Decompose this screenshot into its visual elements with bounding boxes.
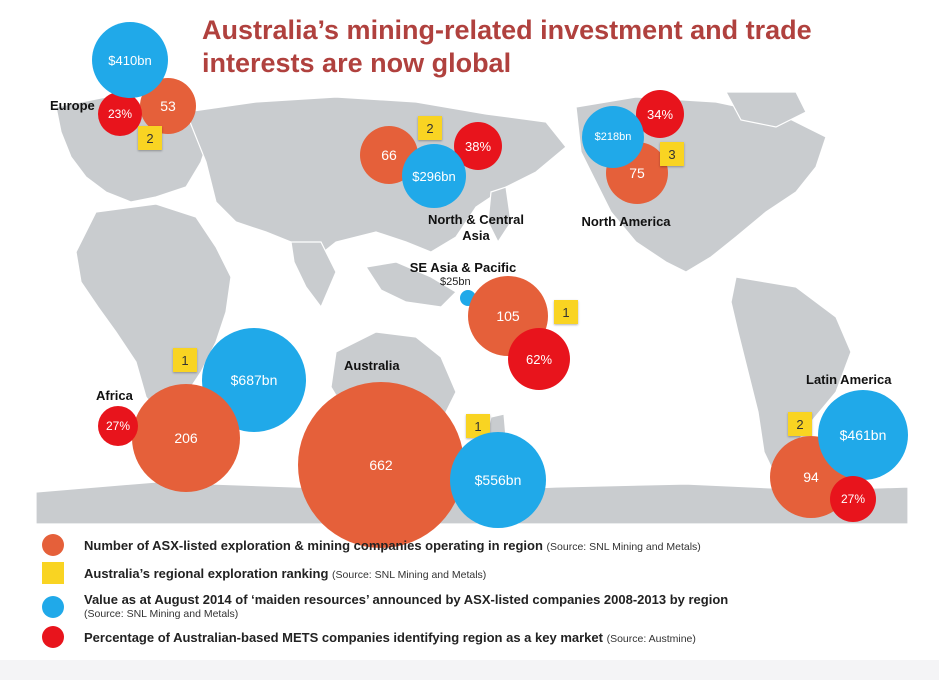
label-north-central-asia: North & Central Asia	[416, 212, 536, 244]
legend-value-marker	[42, 596, 64, 618]
title-line-1: Australia’s mining-related investment an…	[202, 15, 812, 45]
legend-item-rank: Australia’s regional exploration ranking…	[36, 562, 916, 586]
land-greenland	[725, 92, 807, 128]
europe-value-bubble: $410bn	[92, 22, 168, 98]
legend-item-count: Number of ASX-listed exploration & minin…	[36, 534, 916, 558]
label-se-asia-pacific: SE Asia & Pacific	[409, 260, 517, 275]
nca-rank-badge: 2	[418, 116, 442, 140]
legend-item-value: Value as at August 2014 of ‘maiden resou…	[36, 592, 916, 626]
legend-value-source: (Source: SNL Mining and Metals)	[84, 608, 239, 620]
legend-item-percent: Percentage of Australian-based METS comp…	[36, 626, 916, 650]
land-india	[290, 241, 337, 309]
sea-rank-badge: 1	[554, 300, 578, 324]
australia-value-bubble: $556bn	[450, 432, 546, 528]
land-japan	[487, 186, 512, 244]
africa-percent-bubble: 27%	[98, 406, 138, 446]
europe-percent-bubble: 23%	[98, 92, 142, 136]
legend-rank-row-text: Australia’s regional exploration ranking…	[84, 566, 486, 581]
latam-value-bubble: $461bn	[818, 390, 908, 480]
na-value-bubble: $218bn	[582, 106, 644, 168]
na-percent-bubble: 34%	[636, 90, 684, 138]
infographic-title: Australia’s mining-related investment an…	[202, 14, 902, 80]
sea-percent-bubble: 62%	[508, 328, 570, 390]
nca-label-line-1: North & Central	[427, 212, 525, 227]
latam-rank-badge: 2	[788, 412, 812, 436]
na-rank-badge: 3	[660, 142, 684, 166]
africa-rank-badge: 1	[173, 348, 197, 372]
label-europe: Europe	[50, 98, 95, 113]
legend-rank-text: Australia’s regional exploration ranking	[84, 566, 329, 581]
world-map: Europe 53 23% $410bn 2 2 66 38% $296bn N…	[36, 22, 908, 548]
legend-count-marker	[42, 534, 64, 556]
sea-value-label: $25bn	[440, 276, 471, 288]
nca-value-bubble: $296bn	[402, 144, 466, 208]
label-australia: Australia	[344, 358, 400, 373]
infographic: Australia’s mining-related investment an…	[0, 0, 939, 660]
nca-label-line-2: Asia	[462, 228, 490, 243]
land-se-asia	[364, 261, 457, 308]
title-line-2: interests are now global	[202, 48, 512, 78]
africa-count-bubble: 206	[132, 384, 240, 492]
legend-count-source: (Source: SNL Mining and Metals)	[546, 541, 701, 553]
legend-rank-source: (Source: SNL Mining and Metals)	[332, 569, 487, 581]
legend-percent-text: Percentage of Australian-based METS comp…	[84, 630, 603, 645]
legend-count-row-text: Number of ASX-listed exploration & minin…	[84, 538, 701, 553]
legend-count-text: Number of ASX-listed exploration & minin…	[84, 538, 543, 553]
label-africa: Africa	[96, 388, 133, 403]
latam-percent-bubble: 27%	[830, 476, 876, 522]
legend-value-text: Value as at August 2014 of ‘maiden resou…	[84, 592, 729, 607]
legend-percent-row-text: Percentage of Australian-based METS comp…	[84, 630, 696, 645]
label-north-america: North America	[581, 214, 671, 229]
legend-percent-source: (Source: Austmine)	[606, 633, 696, 645]
australia-count-bubble: 662	[298, 382, 464, 548]
europe-rank-badge: 2	[138, 126, 162, 150]
legend-percent-marker	[42, 626, 64, 648]
legend-rank-marker	[42, 562, 64, 584]
label-latin-america: Latin America	[806, 372, 892, 387]
